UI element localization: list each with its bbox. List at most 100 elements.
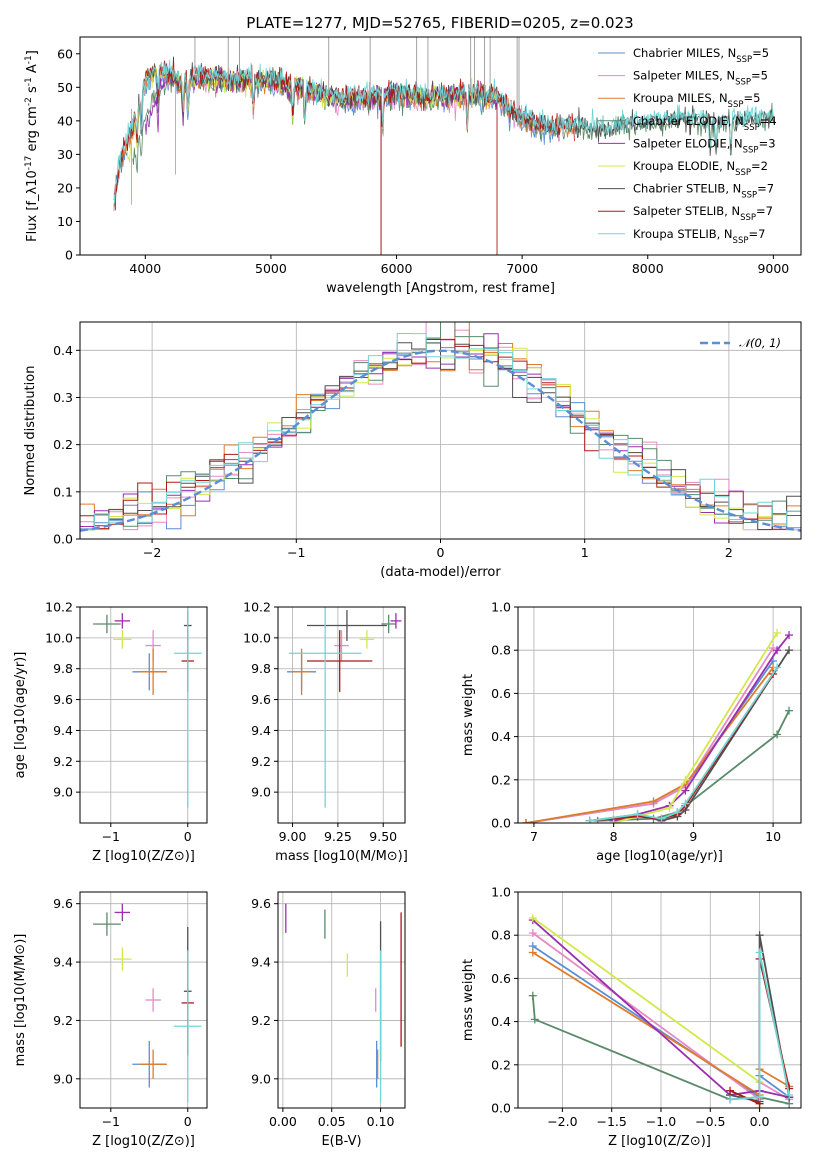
legend-label-5: Kroupa ELODIE, NSSP=2 bbox=[633, 159, 768, 178]
series-line-1 bbox=[525, 647, 774, 823]
y-tick-label: 0.2 bbox=[53, 437, 73, 452]
y-tick-label: 0.3 bbox=[53, 390, 73, 405]
y-tick-label: 10 bbox=[57, 214, 73, 229]
x-axis-label: E(B-V) bbox=[321, 1134, 361, 1149]
y-axis-label: age [log10(age/yr)] bbox=[13, 652, 28, 779]
x-tick-label: 5000 bbox=[255, 261, 287, 276]
x-axis-label: Z [log10(Z/Z⊙)] bbox=[92, 1134, 195, 1149]
y-tick-label: 10.0 bbox=[45, 630, 73, 645]
age-vs-metallicity-panel: −1 0 9.0 9.2 9.4 9.6 9.8 10.0 10.2 Z [log10(Z/Z⊙)… bbox=[13, 600, 208, 864]
plot-area bbox=[113, 37, 774, 255]
y-tick-label: 0.1 bbox=[53, 484, 73, 499]
x-tick-label: 4000 bbox=[129, 261, 161, 276]
series-line-2 bbox=[525, 666, 774, 823]
y-tick-label: 9.2 bbox=[53, 754, 73, 769]
y-tick-label: 0.8 bbox=[491, 643, 511, 658]
legend-label-1: Salpeter MILES, NSSP=5 bbox=[633, 69, 768, 88]
mass-weight-vs-metallicity-panel: −2.0 −1.5 −1.0 −0.5 0.0 0.0 0.2 0.4 0.6 0.8 1.0 Z [… bbox=[461, 885, 802, 1149]
legend-label-4: Salpeter ELODIE, NSSP=3 bbox=[633, 136, 776, 155]
legend-label-normal: 𝒩(0, 1) bbox=[739, 336, 781, 350]
x-axis-label: age [log10(age/yr)] bbox=[596, 849, 723, 864]
x-tick-label: −2.0 bbox=[547, 1114, 577, 1129]
mass-weight-vs-age-panel: 7 8 9 10 0.0 0.2 0.4 0.6 0.8 1.0 age [log10(age/yr… bbox=[461, 600, 802, 864]
y-tick-label: 9.4 bbox=[53, 955, 73, 970]
y-tick-label: 9.0 bbox=[53, 1071, 73, 1086]
legend-label-7: Salpeter STELIB, NSSP=7 bbox=[633, 204, 773, 223]
x-tick-label: −1.5 bbox=[596, 1114, 626, 1129]
x-tick-label: −1 bbox=[287, 545, 305, 560]
x-tick-label: 7000 bbox=[506, 261, 538, 276]
plot-area bbox=[287, 607, 402, 808]
y-tick-label: 50 bbox=[57, 80, 73, 95]
y-tick-label: 0.0 bbox=[53, 532, 73, 547]
y-tick-label: 0.8 bbox=[491, 928, 511, 943]
y-tick-label: 0.4 bbox=[53, 343, 73, 358]
x-tick-label: 0 bbox=[184, 1114, 192, 1129]
y-tick-label: 10.2 bbox=[243, 600, 271, 615]
plot-area bbox=[80, 322, 801, 532]
y-tick-label: 0.2 bbox=[491, 1057, 511, 1072]
y-axis-label: mass [log10(M/M⊙)] bbox=[13, 934, 28, 1067]
series-line-7 bbox=[589, 673, 774, 822]
axes-frame bbox=[79, 321, 802, 540]
series-line-6 bbox=[589, 649, 790, 822]
x-tick-label: −1 bbox=[102, 829, 120, 844]
plot-area bbox=[93, 903, 202, 1103]
residuals-panel: −2 −1 0 1 2 0.0 0.1 0.2 0.3 0.4 (data-model)/error… bbox=[23, 321, 802, 580]
normal-curve bbox=[80, 349, 801, 532]
figure-title: PLATE=1277, MJD=52765, FIBERID=0205, z=0… bbox=[246, 14, 633, 32]
y-tick-label: 10.0 bbox=[243, 630, 271, 645]
y-tick-label: 0.4 bbox=[491, 729, 511, 744]
x-tick-label: 0.10 bbox=[367, 1114, 395, 1129]
y-tick-label: 10.2 bbox=[45, 600, 73, 615]
y-tick-label: 9.4 bbox=[251, 955, 271, 970]
axes-frame bbox=[517, 606, 802, 824]
series-line-0 bbox=[525, 660, 774, 823]
x-axis-label: wavelength [Angstrom, rest frame] bbox=[326, 281, 555, 296]
spectrum-line-5 bbox=[126, 64, 497, 163]
y-tick-label: 9.2 bbox=[251, 1013, 271, 1028]
x-tick-label: 6000 bbox=[381, 261, 413, 276]
axes-frame bbox=[277, 891, 406, 1109]
x-tick-label: 9.25 bbox=[324, 829, 352, 844]
x-axis-label: (data-model)/error bbox=[380, 565, 501, 580]
legend-label-0: Chabrier MILES, NSSP=5 bbox=[633, 46, 769, 65]
x-tick-label: 9 bbox=[689, 829, 697, 844]
mass-vs-extinction-panel: 0.00 0.05 0.10 9.0 9.2 9.4 9.6 E(B-V) bbox=[251, 891, 406, 1149]
x-tick-label: 9.50 bbox=[369, 829, 397, 844]
y-tick-label: 9.6 bbox=[53, 692, 73, 707]
y-tick-label: 40 bbox=[57, 113, 73, 128]
x-tick-label: 0.05 bbox=[318, 1114, 346, 1129]
legend-label-3: Chabrier ELODIE, NSSP=4 bbox=[633, 114, 777, 133]
x-tick-label: −2 bbox=[143, 545, 161, 560]
y-tick-label: 0.2 bbox=[491, 772, 511, 787]
y-axis-label: Flux [f_λ10-17 erg cm-2 s-1 A-1] bbox=[24, 50, 40, 242]
plot-area bbox=[521, 628, 794, 823]
y-tick-label: 9.8 bbox=[251, 661, 271, 676]
x-tick-label: 2 bbox=[725, 545, 733, 560]
x-tick-label: −1 bbox=[102, 1114, 120, 1129]
y-tick-label: 20 bbox=[57, 180, 73, 195]
y-tick-label: 9.0 bbox=[251, 785, 271, 800]
legend-label-8: Kroupa STELIB, NSSP=7 bbox=[633, 227, 765, 246]
series-line-8 bbox=[729, 952, 791, 1101]
x-tick-label: 9.00 bbox=[279, 829, 307, 844]
x-tick-label: 0.00 bbox=[269, 1114, 297, 1129]
x-tick-label: −1.0 bbox=[646, 1114, 676, 1129]
axes-frame bbox=[79, 36, 802, 256]
histogram-7 bbox=[80, 338, 801, 530]
y-tick-label: 9.4 bbox=[53, 723, 73, 738]
y-tick-label: 9.6 bbox=[53, 896, 73, 911]
legend-label-6: Chabrier STELIB, NSSP=7 bbox=[633, 182, 774, 201]
mass-vs-metallicity-panel: −1 0 9.0 9.2 9.4 9.6 Z [log10(Z/Z⊙)] mass [log1… bbox=[13, 891, 208, 1149]
plot-area bbox=[285, 903, 402, 1103]
x-tick-label: 0 bbox=[437, 545, 445, 560]
y-tick-label: 60 bbox=[57, 46, 73, 61]
y-tick-label: 9.6 bbox=[251, 692, 271, 707]
y-axis-label: mass weight bbox=[461, 959, 476, 1041]
age-vs-mass-panel: 9.00 9.25 9.50 9.0 9.2 9.4 9.6 9.8 10.0 10.2 mass … bbox=[243, 600, 408, 865]
x-tick-label: 9000 bbox=[757, 261, 789, 276]
y-tick-label: 1.0 bbox=[491, 885, 511, 900]
y-tick-label: 9.6 bbox=[251, 896, 271, 911]
